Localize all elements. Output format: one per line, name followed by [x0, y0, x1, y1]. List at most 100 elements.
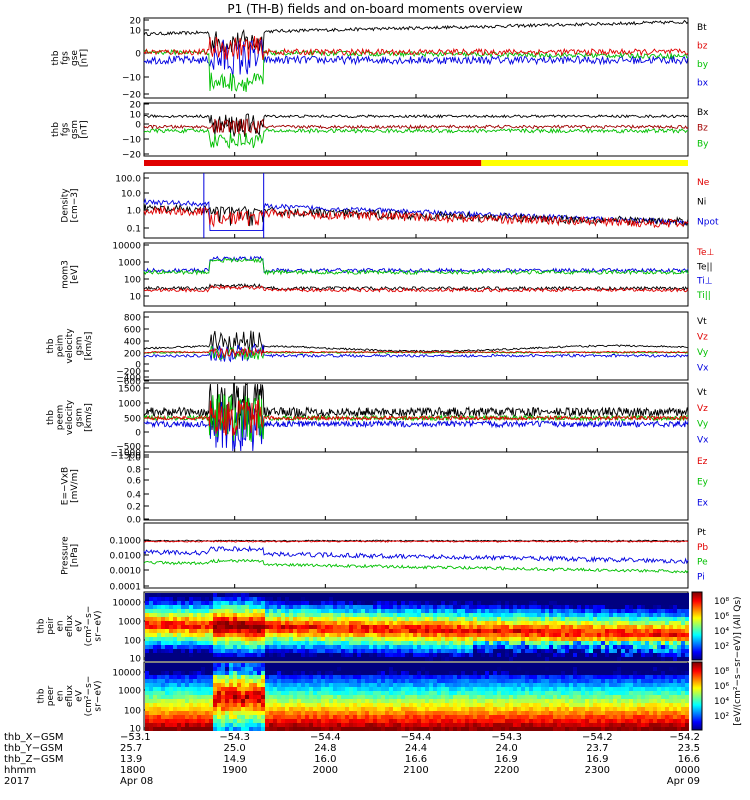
legend-Vz: Vz — [697, 333, 708, 343]
x-axis-row-label: thb_Z−GSM — [4, 754, 64, 765]
series-peem-Vx — [143, 400, 689, 452]
y-tick-label: 0.6 — [127, 477, 142, 487]
legend-Bz: Bz — [697, 124, 708, 134]
panel-label: (cm²−s− — [84, 606, 94, 647]
legend-Bt: Bt — [697, 23, 707, 33]
x-axis-value: 16.0 — [314, 754, 336, 765]
y-tick-label: 100.0 — [115, 175, 141, 185]
series-bx — [143, 39, 689, 78]
panel-label: [km/s] — [84, 403, 94, 432]
legend-Pi: Pi — [697, 572, 705, 582]
x-axis-value: 2000 — [313, 765, 338, 776]
x-axis-value: 14.9 — [224, 754, 246, 765]
x-axis-value: 16.6 — [405, 754, 427, 765]
colorbar-tick-label: 10⁴ — [714, 627, 729, 637]
panel-label: [nT] — [79, 120, 89, 138]
panel-label: eV — [75, 689, 85, 702]
x-axis-value: −54.2 — [669, 732, 700, 743]
legend-Pb: Pb — [697, 543, 708, 553]
y-tick-label: 1000 — [118, 618, 141, 628]
panel-label: gsm — [75, 408, 85, 427]
x-axis-row-label: 2017 — [4, 776, 29, 787]
series-Ne — [143, 205, 689, 229]
y-tick-label: −20 — [122, 151, 141, 161]
colorbar-tick-label: 10⁸ — [714, 667, 729, 677]
y-tick-label: 200 — [124, 350, 141, 360]
legend-Bx: Bx — [697, 108, 709, 118]
colorbar-tick-label: 10² — [714, 712, 729, 722]
x-axis-value: 23.5 — [678, 743, 700, 754]
x-axis-value: −54.3 — [491, 732, 522, 743]
series-peim-Vt — [143, 330, 689, 354]
panel-label: [km/s] — [84, 332, 94, 361]
panel-label: [nT] — [79, 49, 89, 67]
legend-Te⊥: Te⊥ — [696, 248, 715, 258]
panel-label: fgs — [60, 122, 70, 136]
legend-Vy: Vy — [697, 420, 709, 430]
panel-label: thb — [51, 50, 61, 65]
legend-Ti||: Ti|| — [696, 291, 711, 301]
colorbar-tick-label: 10⁶ — [714, 682, 729, 692]
panel-label: peem — [56, 405, 66, 431]
y-tick-label: 10000 — [112, 599, 141, 609]
y-tick-label: 10 — [130, 293, 142, 303]
panel-label: gsm — [70, 120, 80, 139]
y-tick-label: 0 — [135, 361, 141, 371]
legend-Pt: Pt — [697, 528, 706, 538]
legend-bx: bx — [697, 79, 709, 89]
y-tick-label: 0.2 — [127, 503, 141, 513]
panel-label: Density — [60, 188, 70, 223]
series-Te-par — [143, 282, 689, 292]
panel-label: gsm — [75, 336, 85, 355]
panel-label: (cm²−s− — [84, 676, 94, 717]
y-tick-label: 1.0 — [127, 207, 142, 217]
x-axis-row-label: thb_X−GSM — [4, 732, 64, 743]
x-axis-value: −54.2 — [582, 732, 613, 743]
y-tick-label: 100 — [124, 276, 141, 286]
x-axis-value: −54.4 — [310, 732, 341, 743]
panel-label: peer — [46, 685, 56, 706]
panel-label: peir — [46, 617, 56, 635]
x-axis-value: 2100 — [403, 765, 428, 776]
series-Pe — [143, 558, 689, 574]
legend-Npot: Npot — [697, 217, 719, 227]
legend-By: By — [697, 139, 709, 149]
y-tick-label: 400 — [124, 338, 141, 348]
x-axis-value: 23.7 — [586, 743, 608, 754]
y-tick-label: 0.4 — [127, 491, 142, 501]
x-axis-value: 24.8 — [314, 743, 336, 754]
panel-label: eflux — [65, 684, 75, 707]
y-tick-label: 10 — [130, 725, 142, 735]
x-axis-value: 16.9 — [496, 754, 518, 765]
panel-label: mom3 — [60, 260, 70, 289]
y-tick-label: 1000 — [118, 687, 141, 697]
y-tick-label: 0.1000 — [110, 537, 142, 547]
y-tick-label: 20 — [130, 101, 142, 111]
y-tick-label: 1.0 — [127, 454, 142, 464]
x-axis-value: 0000 — [675, 765, 700, 776]
legend-Vt: Vt — [697, 388, 707, 398]
x-axis-value: 1900 — [222, 765, 247, 776]
colorbar-tick-label: 10⁸ — [714, 597, 729, 607]
legend-bz: bz — [697, 42, 708, 52]
colorbar — [692, 662, 702, 730]
panel-label: E=−VxB — [60, 467, 70, 505]
x-axis-value: 25.7 — [120, 743, 142, 754]
y-tick-label: 10 — [130, 27, 142, 37]
x-axis-value: 1800 — [120, 765, 145, 776]
x-axis-value: 25.0 — [224, 743, 246, 754]
panel-label: [cm−3] — [70, 188, 80, 222]
y-tick-label: 1500 — [118, 385, 141, 395]
series-Ni — [143, 203, 689, 228]
panel-frame — [143, 242, 689, 307]
ion-spectrogram — [145, 593, 689, 661]
panel-label: thb — [46, 410, 56, 425]
colorbar-tick-label: 10² — [714, 642, 729, 652]
x-axis-value: 16.6 — [678, 754, 700, 765]
panel-label: thb — [51, 122, 61, 137]
panel-label: eV — [75, 619, 85, 632]
legend-Ti⊥: Ti⊥ — [696, 277, 713, 287]
x-axis-date: Apr 09 — [667, 776, 700, 787]
legend-Te||: Te|| — [696, 262, 713, 272]
legend-Vt: Vt — [697, 317, 707, 327]
